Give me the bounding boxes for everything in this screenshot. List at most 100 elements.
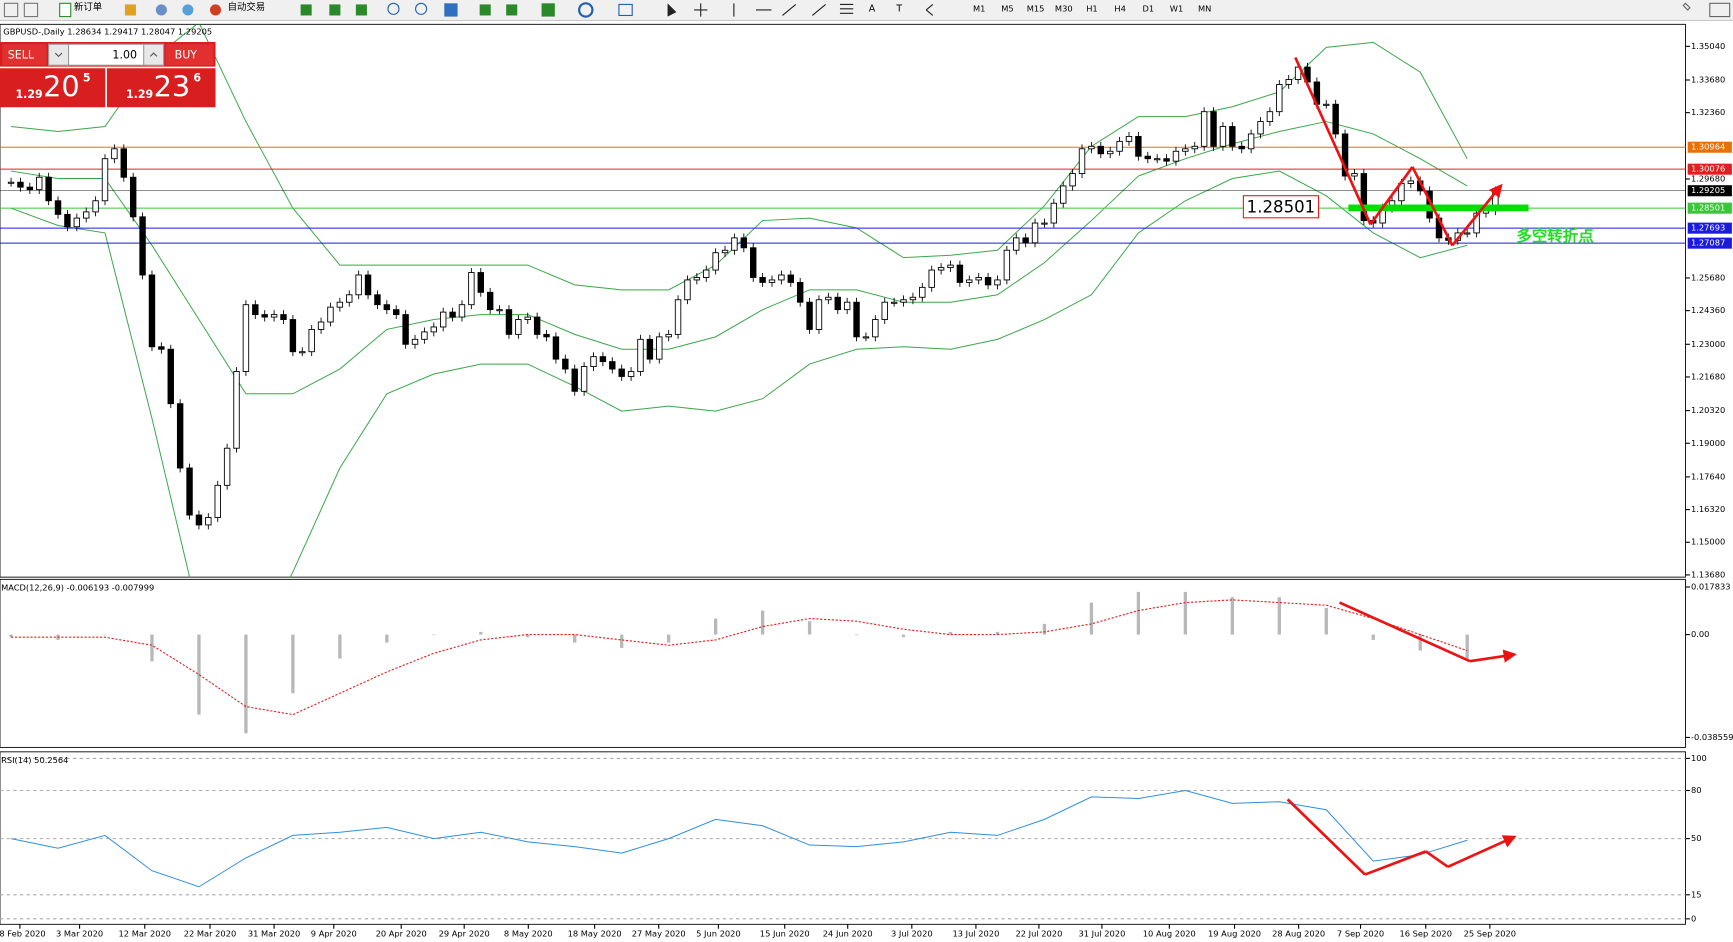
candle-body bbox=[270, 314, 278, 318]
x-tick-label: 29 Apr 2020 bbox=[439, 929, 490, 939]
buy-label[interactable]: BUY bbox=[175, 48, 198, 61]
level-annotation-box bbox=[1242, 195, 1320, 219]
price-line-label: 1.28501 bbox=[1691, 203, 1725, 213]
candle-body bbox=[759, 277, 766, 283]
candle-body bbox=[1200, 111, 1208, 147]
candle-body bbox=[703, 269, 710, 278]
macd-header: MACD(12,26,9) -0.006193 -0.007999 bbox=[1, 583, 154, 593]
main-panel bbox=[0, 23, 1686, 578]
timeframe-button[interactable]: H1 bbox=[1086, 3, 1097, 13]
candle-body bbox=[1088, 145, 1095, 150]
sell-price-point: 5 bbox=[83, 71, 91, 84]
x-tick-label: 3 Mar 2020 bbox=[56, 929, 103, 939]
macd-bar bbox=[901, 634, 906, 638]
rsi-header: RSI(14) 50.2564 bbox=[1, 755, 68, 765]
candle-body bbox=[289, 319, 297, 353]
candle-body bbox=[346, 294, 353, 303]
candle-body bbox=[721, 249, 729, 254]
candle-body bbox=[853, 301, 860, 338]
macd-bar bbox=[1277, 597, 1281, 635]
candle-body bbox=[562, 358, 569, 370]
y-tick-label: 1.24360 bbox=[1691, 305, 1725, 315]
candle-body bbox=[505, 309, 513, 335]
candle-body bbox=[618, 368, 625, 377]
candle-body bbox=[458, 304, 466, 318]
candle-body bbox=[327, 306, 334, 323]
candle-body bbox=[1463, 232, 1471, 235]
pivot-note: 多空转折点 bbox=[1516, 226, 1594, 245]
axes: 1.350401.336801.323601.296801.256801.243… bbox=[0, 41, 1733, 939]
candle-body bbox=[1078, 148, 1086, 174]
candle-body bbox=[120, 148, 127, 178]
candle-body bbox=[1266, 111, 1274, 123]
macd-bar bbox=[1465, 634, 1469, 659]
x-tick-label: 8 May 2020 bbox=[504, 929, 553, 939]
buy-button[interactable] bbox=[165, 44, 214, 66]
candle-body bbox=[1153, 158, 1161, 161]
price-line-tag bbox=[1687, 141, 1732, 153]
candle-body bbox=[862, 336, 870, 339]
y-tick-label: -0.038559 bbox=[1691, 732, 1733, 742]
candle-body bbox=[937, 267, 945, 271]
sell-label[interactable]: SELL bbox=[8, 48, 35, 61]
candle-body bbox=[496, 309, 503, 312]
y-tick-label: 50 bbox=[1691, 833, 1702, 843]
candle-body bbox=[984, 277, 992, 286]
candle-body bbox=[1219, 126, 1227, 147]
candle-body bbox=[750, 247, 757, 278]
candle-body bbox=[383, 304, 391, 311]
candle-body bbox=[590, 356, 597, 367]
y-tick-label: 1.17640 bbox=[1691, 471, 1725, 481]
candle-body bbox=[1257, 121, 1264, 135]
candle-body bbox=[778, 274, 785, 281]
macd-bar bbox=[291, 634, 295, 694]
bollinger-lower bbox=[10, 170, 1468, 578]
candle-body bbox=[26, 186, 34, 191]
timeframe-button[interactable]: M1 bbox=[973, 3, 985, 13]
macd-bar bbox=[948, 631, 953, 635]
candle-body bbox=[515, 319, 522, 335]
candle-body bbox=[1332, 103, 1339, 135]
price-line-tag bbox=[1687, 163, 1732, 175]
price-line-tag bbox=[1687, 202, 1732, 214]
candle-body bbox=[1106, 150, 1114, 155]
candle-body bbox=[1341, 133, 1349, 177]
lot-value[interactable]: 1.00 bbox=[112, 48, 137, 61]
candle-body bbox=[148, 274, 156, 348]
candle-body bbox=[223, 447, 231, 486]
candle-body bbox=[1013, 237, 1020, 251]
x-tick-label: 19 Aug 2020 bbox=[1208, 929, 1261, 939]
timeframe-button[interactable]: H4 bbox=[1114, 3, 1125, 13]
timeframe-button[interactable]: M15 bbox=[1027, 3, 1045, 13]
timeframe-button[interactable]: MN bbox=[1198, 3, 1211, 13]
macd-bar bbox=[620, 634, 624, 648]
y-tick-label: 1.32360 bbox=[1691, 107, 1725, 117]
candle-body bbox=[796, 281, 804, 303]
toolbar-new-order[interactable]: 新订单 bbox=[74, 1, 102, 13]
macd-bar bbox=[760, 610, 765, 635]
timeframe-button[interactable]: W1 bbox=[1170, 3, 1183, 13]
y-tick-label: 100 bbox=[1691, 753, 1707, 763]
candle-body bbox=[1144, 155, 1151, 160]
sell-button[interactable] bbox=[2, 44, 47, 66]
candle-body bbox=[54, 200, 62, 215]
candle-body bbox=[787, 274, 794, 283]
y-tick-label: 1.21680 bbox=[1691, 371, 1725, 381]
toolbar-auto-trading[interactable]: 自动交易 bbox=[228, 1, 266, 13]
timeframe-button[interactable]: D1 bbox=[1143, 3, 1155, 13]
timeframe-button[interactable]: M5 bbox=[1001, 3, 1013, 13]
y-tick-label: 1.29680 bbox=[1691, 173, 1725, 183]
candle-body bbox=[1407, 180, 1415, 184]
y-tick-label: 1.25680 bbox=[1691, 272, 1725, 282]
candle-body bbox=[1238, 145, 1245, 150]
candle-body bbox=[1069, 173, 1076, 187]
candle-body bbox=[17, 181, 24, 188]
candle-body bbox=[956, 264, 964, 283]
macd-bar bbox=[995, 631, 1000, 635]
candle-body bbox=[411, 338, 419, 345]
candle-body bbox=[1050, 202, 1058, 224]
timeframe-button[interactable]: M30 bbox=[1055, 3, 1073, 13]
candle-body bbox=[308, 328, 315, 353]
x-tick-label: 7 Sep 2020 bbox=[1337, 929, 1384, 939]
